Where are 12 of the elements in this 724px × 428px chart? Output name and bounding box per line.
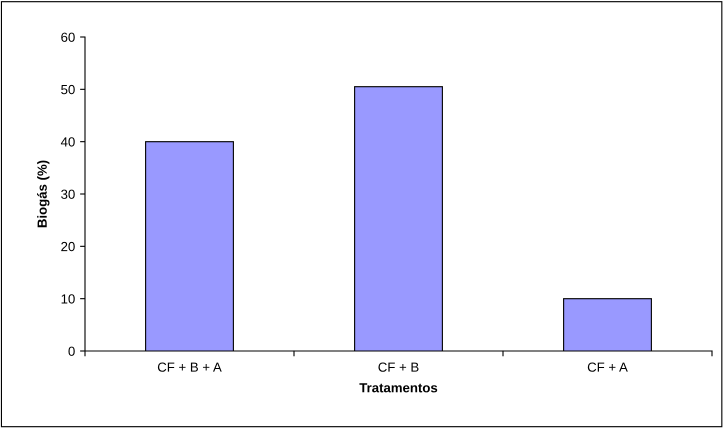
y-tick-label: 10	[62, 294, 75, 304]
y-tick-label: 30	[61, 190, 75, 199]
y-tick-label: 0	[68, 346, 75, 356]
y-tick-label: 20	[61, 242, 75, 252]
x-tick-label: CF + B + A	[158, 362, 222, 372]
x-axis-title: Tratamentos	[359, 383, 438, 392]
y-tick-label: 50	[61, 84, 75, 94]
y-tick-label: 60	[61, 32, 75, 42]
y-axis-title: Biogás (%)	[37, 160, 50, 228]
x-tick-label: CF + B	[378, 362, 419, 372]
y-tick-label: 40	[60, 137, 75, 147]
x-tick-label: CF + A	[588, 362, 628, 372]
